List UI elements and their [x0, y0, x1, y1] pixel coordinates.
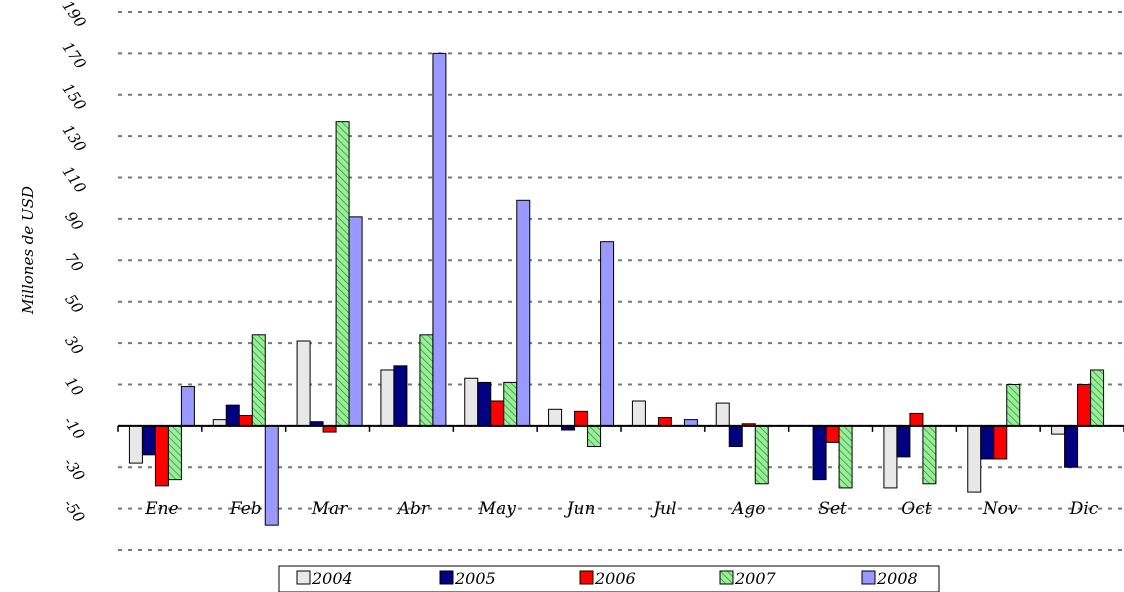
- category-label: Dic: [1069, 499, 1099, 519]
- bar-2007: [419, 334, 434, 427]
- y-tick-label: 110: [59, 163, 90, 197]
- bar-2007: [754, 425, 769, 485]
- legend-swatch-2005: [439, 570, 454, 585]
- category-label: Ene: [144, 499, 178, 519]
- bar-2004: [1051, 425, 1066, 435]
- y-axis-label: Millones de USD: [19, 186, 37, 315]
- bar-2006: [909, 412, 924, 427]
- bar-2005: [1064, 425, 1079, 468]
- y-tick-label: 150: [59, 80, 90, 114]
- bars: [128, 52, 1105, 526]
- legend-frame: [278, 565, 940, 592]
- bar-2007: [587, 425, 602, 448]
- bar-2006: [154, 425, 169, 487]
- bar-2008: [600, 241, 615, 427]
- legend-swatch-2007: [719, 570, 734, 585]
- bar-2004: [967, 425, 982, 493]
- y-tick-label: 50: [61, 291, 87, 317]
- gridlines: [118, 11, 1124, 551]
- bar-2005: [225, 404, 240, 427]
- bar-2004: [883, 425, 898, 489]
- bar-2006: [238, 415, 253, 427]
- bar-2007: [838, 425, 853, 489]
- bar-2007: [922, 425, 937, 485]
- bar-2005: [728, 425, 743, 448]
- bar-2007: [251, 334, 266, 427]
- category-label: Nov: [982, 499, 1018, 519]
- category-label: Set: [818, 499, 847, 519]
- y-tick-label: 30: [61, 332, 87, 358]
- y-tick-label: 190: [59, 0, 90, 31]
- category-label: Jul: [650, 499, 676, 519]
- bar-2007: [1090, 369, 1105, 427]
- y-tick-label: 130: [59, 121, 90, 155]
- bar-2006: [490, 400, 505, 427]
- bar-2007: [167, 425, 182, 481]
- category-label: May: [478, 499, 517, 519]
- legend-swatch-2004: [296, 570, 311, 585]
- category-labels: Ene Feb Mar Abr May Jun Jul Ago Set Oct Nov Dic: [144, 499, 1099, 519]
- bar-2004: [380, 369, 395, 427]
- category-label: Oct: [901, 499, 931, 519]
- bar-2006: [657, 417, 672, 427]
- legend-swatch-2006: [579, 570, 594, 585]
- bar-2006: [1077, 383, 1092, 427]
- category-label: Ago: [730, 499, 765, 519]
- y-tick-label: 10: [61, 374, 87, 400]
- bar-2008: [264, 425, 279, 526]
- bar-2005: [980, 425, 995, 460]
- y-tick-label: -30: [60, 454, 89, 484]
- bar-2006: [993, 425, 1008, 460]
- y-tick-label: -10: [60, 413, 89, 443]
- category-label: Mar: [311, 499, 349, 519]
- bar-2004: [296, 340, 311, 427]
- legend-label: 2004: [311, 569, 353, 588]
- x-axis: [117, 424, 1124, 432]
- legend-label: 2006: [594, 569, 636, 588]
- bar-2004: [464, 377, 479, 427]
- bar-2005: [393, 365, 408, 427]
- y-tick-label: 170: [59, 39, 90, 73]
- legend-label: 2007: [734, 569, 777, 588]
- legend-label: 2008: [876, 569, 918, 588]
- bar-2004: [548, 408, 563, 427]
- bar-2006: [825, 425, 840, 443]
- bar-2008: [516, 199, 531, 427]
- y-tick-label: 70: [61, 249, 87, 275]
- bar-2005: [812, 425, 827, 481]
- bar-2007: [335, 121, 350, 427]
- category-label: Abr: [396, 499, 430, 519]
- legend-label: 2005: [454, 569, 496, 588]
- y-tick-label: -50: [60, 496, 89, 526]
- category-label: Feb: [229, 499, 262, 519]
- bar-2005: [141, 425, 156, 456]
- legend-swatch-2008: [861, 570, 876, 585]
- bar-2008: [180, 386, 195, 427]
- legend: 2004 2005 2006 2007 2008: [278, 565, 940, 592]
- y-axis-ticks: 190 170 150 130 110 90 70 50 30 10 -10 -30 -50: [59, 0, 90, 526]
- category-label: Jun: [564, 499, 596, 519]
- bar-2008: [348, 216, 363, 427]
- bar-2006: [574, 410, 589, 427]
- y-tick-label: 90: [61, 208, 87, 234]
- bar-2008: [432, 52, 447, 427]
- bar-2005: [477, 381, 492, 427]
- bar-2007: [1006, 383, 1021, 427]
- bar-2004: [631, 400, 646, 427]
- bar-2007: [503, 381, 518, 427]
- bar-2005: [896, 425, 911, 458]
- bar-2004: [715, 402, 730, 427]
- bar-2004: [128, 425, 143, 464]
